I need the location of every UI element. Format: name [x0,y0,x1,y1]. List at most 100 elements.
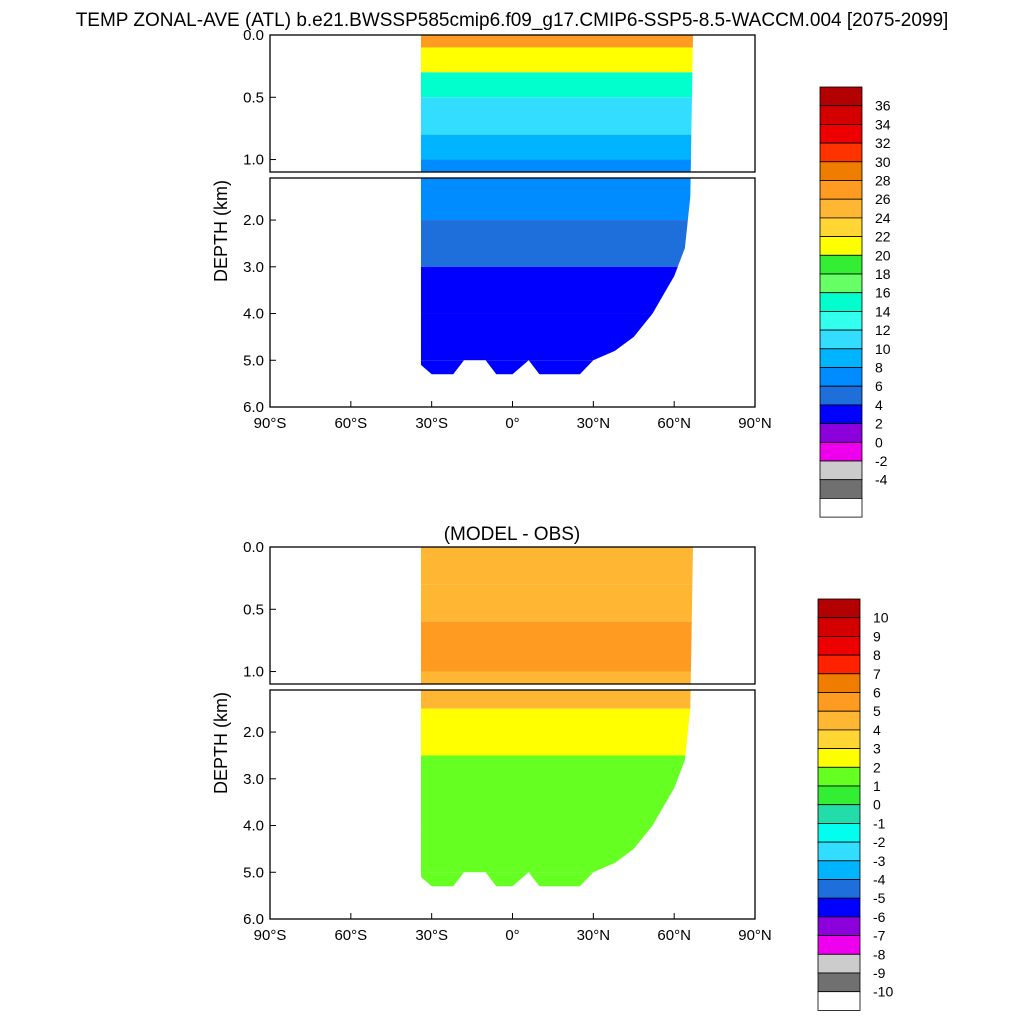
field-band [420,134,694,160]
colorbar-label: 0 [875,434,883,450]
colorbar-label: -9 [873,965,886,981]
colorbar-label: -8 [873,946,886,962]
colorbar-label: 3 [873,741,881,757]
y-tick-label: 0.0 [243,539,264,556]
field-band [420,47,694,73]
colorbar-swatch [819,217,863,237]
colorbar-label: 8 [873,647,881,663]
colorbar-swatch [819,385,863,406]
x-tick-label: 60°S [334,927,367,944]
colorbar-swatch [819,497,863,518]
colorbar-swatch [819,460,863,481]
colorbar-swatch [819,348,863,368]
y-tick-label: 0.5 [243,601,264,618]
colorbar-label: 18 [875,266,891,282]
colorbar-swatch [817,897,861,918]
y-tick-label: 1.0 [243,152,264,169]
colorbar-swatch [819,236,863,256]
colorbar-label: 32 [875,135,891,151]
colorbar-label: -2 [875,453,888,469]
y-tick-label: 0.0 [243,27,264,44]
field-band [420,220,694,267]
panel-model-minus-obs: 90°S 60°S 30°S 0° 30°N 60°N 90°N 0.0 0.5 1.0 2.0 3.… [211,539,893,1011]
colorbar-label: 9 [873,628,881,644]
colorbar-label: 28 [875,173,891,189]
colorbar-swatch [819,404,863,424]
colorbar-swatch [817,841,861,862]
colorbar-label: 6 [875,378,883,394]
colorbar-label: 1 [873,778,881,794]
x-tick-label: 30°S [415,927,448,944]
colorbar-label: 5 [873,703,881,719]
colorbar-swatch [817,804,861,824]
colorbar-swatch [819,479,863,499]
field-band [420,872,694,887]
colorbar-label: 30 [875,154,891,170]
y-tick-label: 4.0 [243,818,264,835]
colorbar-swatch [817,636,861,656]
colorbar-swatch [819,367,863,387]
colorbar-label: 34 [875,116,891,132]
x-tick-label: 90°N [738,927,772,944]
x-tick-label: 90°S [254,927,287,944]
colorbar-swatch [819,441,863,462]
field-band [420,584,694,622]
colorbar-label: 2 [873,759,881,775]
colorbar-swatch [819,292,863,312]
field-band [420,671,694,684]
colorbar-swatch [817,748,861,768]
colorbar-label: 12 [875,322,891,338]
field-band [420,159,694,172]
colorbar-label: -1 [873,815,886,831]
field-band [420,178,694,221]
y-tick-label: 2.0 [243,212,264,229]
figure-title: TEMP ZONAL-AVE (ATL) b.e21.BWSSP585cmip6… [76,10,949,31]
x-tick-label: 0° [505,927,519,944]
field-band [420,621,694,672]
x-tick-label: 60°N [657,415,691,432]
panel2-title: (MODEL - OBS) [444,524,581,545]
colorbar-swatch [819,423,863,443]
colorbar-label: -6 [873,909,886,925]
colorbar-swatch [819,161,863,181]
colorbar-swatch [817,916,861,937]
colorbar-swatch [817,766,861,787]
y-tick-label: 1.0 [243,664,264,681]
colorbar-swatch [819,142,863,163]
colorbar-swatch [817,710,861,731]
colorbar-swatch [817,729,861,750]
colorbar-label: 14 [875,303,891,319]
field-band [420,825,694,873]
colorbar-swatch [819,86,863,107]
colorbar-label: 4 [875,397,883,413]
colorbar-swatch [819,105,863,125]
colorbar-label: -4 [875,472,888,488]
colorbar-label: 0 [873,797,881,813]
colorbar-swatch [817,935,861,955]
x-tick-label: 0° [505,415,519,432]
y-axis-label: DEPTH (km) [211,692,231,794]
colorbar-label: 24 [875,210,891,226]
colorbar-label: 22 [875,229,891,245]
x-tick-label: 60°N [657,927,691,944]
y-tick-label: 6.0 [243,399,264,416]
colorbar-label: 7 [873,666,881,682]
colorbar-label: -4 [873,872,886,888]
field-band [420,755,694,826]
field-band [420,708,694,756]
field-band [420,690,694,709]
colorbar-label: -10 [873,984,893,1000]
colorbar-swatch [819,273,863,294]
colorbar-swatch [817,692,861,712]
colorbar-swatch [817,823,861,843]
colorbar-swatch [817,879,861,899]
colorbar-label: 8 [875,360,883,376]
colorbar-label: 2 [875,416,883,432]
x-tick-label: 30°N [577,927,611,944]
field-band [420,547,694,585]
colorbar-label: 4 [873,722,881,738]
colorbar-swatch [819,329,863,350]
colorbar-label: 20 [875,247,891,263]
